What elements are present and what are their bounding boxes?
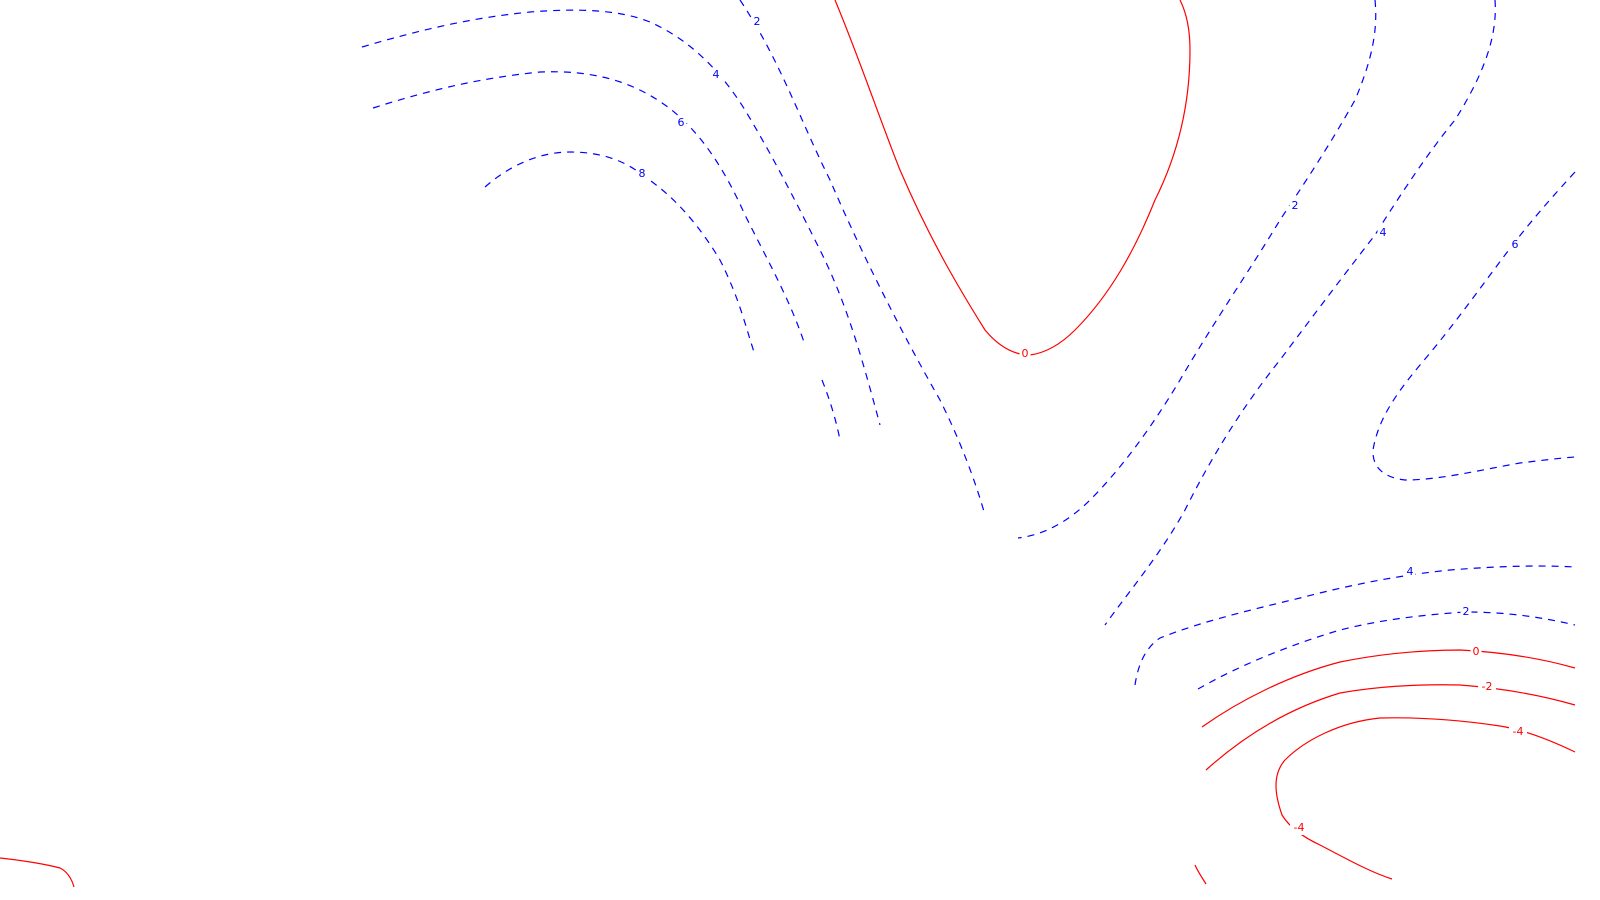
contour-line-pos-4-southeast <box>1134 565 1576 686</box>
contour-line-zero-southeast <box>1201 649 1576 728</box>
contour-label-pos-6-east: 6 <box>1512 238 1519 251</box>
contour-label-zero-north: 0 <box>1022 347 1029 360</box>
contour-line-neg-bottom <box>1194 864 1207 885</box>
contour-label-pos-8-west: 8 <box>639 167 646 180</box>
contour-label-pos-6-west: 6 <box>678 116 685 129</box>
contour-label-pos-4-southeast: 4 <box>1407 565 1414 578</box>
contour-label-pos-2-east: 2 <box>1292 199 1299 212</box>
contour-label-bg <box>1290 821 1308 835</box>
contour-label-bg <box>1509 725 1527 739</box>
contour-line-pos-2-east <box>1017 0 1377 539</box>
contour-label-bg <box>1478 680 1496 694</box>
contour-label-bg <box>1470 645 1482 659</box>
contour-layer <box>0 0 1576 888</box>
contour-line-neg-4-southeast <box>1275 717 1576 880</box>
contour-label-zero-southeast: 0 <box>1473 645 1480 658</box>
contour-label-pos-4-west: 4 <box>713 68 720 81</box>
contour-line-pos-8-west <box>484 151 756 356</box>
contour-line-pos-2-west <box>739 0 986 516</box>
contour-line-zero-north <box>834 0 1191 356</box>
contour-line-neg-2-southeast <box>1205 684 1576 771</box>
contour-line-pos-4-west <box>361 9 881 426</box>
contour-label-bg <box>1289 199 1301 213</box>
contour-label-layer: 2 4 6 8 0 2 4 6 4 2 0 -2 -4 -4 <box>636 15 1527 835</box>
contour-label-bg <box>1377 226 1389 240</box>
contour-line-neg-southwest <box>0 857 75 888</box>
contour-label-pos-2-west: 2 <box>754 15 761 28</box>
contour-label-pos-2-southeast: 2 <box>1463 605 1470 618</box>
contour-line-pos-2-southeast <box>1197 611 1576 690</box>
contour-label-bg <box>710 68 722 82</box>
contour-label-neg-4-southeast: -4 <box>1513 725 1524 738</box>
contour-line-pos-6-west <box>372 71 841 441</box>
contour-label-neg-2-southeast: -2 <box>1482 680 1493 693</box>
contour-label-bg <box>1404 565 1416 579</box>
contour-label-bg <box>751 15 763 29</box>
contour-label-bg <box>675 116 687 130</box>
contour-line-pos-4-east <box>1104 0 1496 626</box>
contour-line-pos-6-east <box>1372 171 1576 481</box>
contour-label-pos-4-east: 4 <box>1380 226 1387 239</box>
contour-label-bg <box>1460 605 1472 619</box>
contour-label-bg <box>1019 347 1031 361</box>
contour-label-neg-4-southeast: -4 <box>1294 821 1305 834</box>
contour-label-bg <box>1509 238 1521 252</box>
contour-label-bg <box>636 167 648 181</box>
